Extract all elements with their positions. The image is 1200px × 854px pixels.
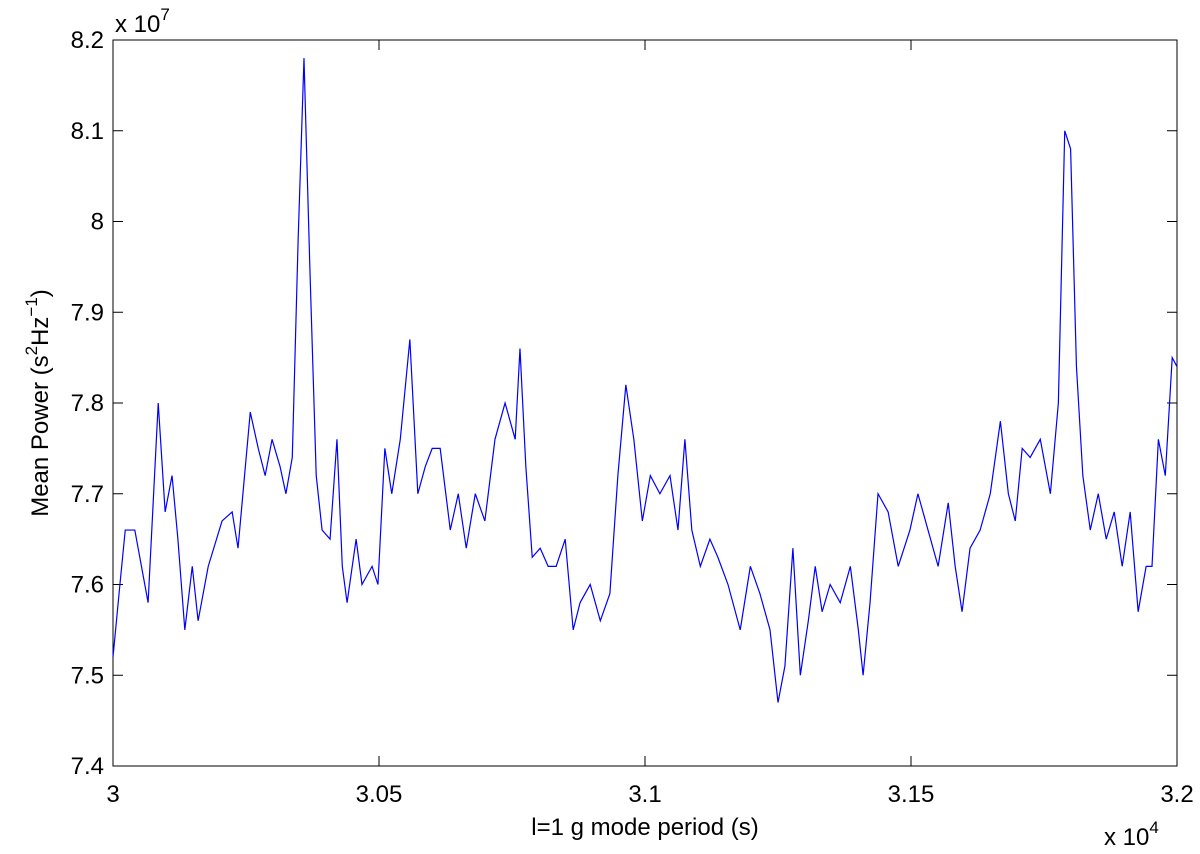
x-multiplier-base: x 10 <box>1104 824 1149 851</box>
y-axis-label-part: Mean Power (s <box>27 355 54 516</box>
y-tick-label: 8 <box>91 209 104 236</box>
x-tick-label: 3.1 <box>628 781 661 808</box>
y-multiplier-base: x 10 <box>115 11 160 38</box>
y-multiplier-exponent: 7 <box>160 5 169 24</box>
y-axis-label-part: 2 <box>22 346 41 355</box>
y-tick-label: 8.2 <box>71 27 104 54</box>
x-tick-label: 3.2 <box>1160 781 1193 808</box>
x-multiplier-exponent: 4 <box>1149 818 1158 837</box>
y-tick-label: 7.9 <box>71 299 104 326</box>
y-tick-label: 7.4 <box>71 753 104 780</box>
data-line <box>112 58 1178 703</box>
y-axis-label: Mean Power (s2Hz−1) <box>22 289 54 517</box>
x-axis-label: l=1 g mode period (s) <box>531 814 758 841</box>
x-tick-label: 3.15 <box>888 781 935 808</box>
y-tick-label: 7.5 <box>71 662 104 689</box>
x-tick-label: 3 <box>106 781 119 808</box>
x-tick-label: 3.05 <box>356 781 403 808</box>
x-multiplier: x 104 <box>1104 818 1159 851</box>
y-axis-label-part: Hz <box>27 317 54 346</box>
y-tick-label: 8.1 <box>71 118 104 145</box>
y-multiplier: x 107 <box>115 5 170 38</box>
y-tick-label: 7.7 <box>71 481 104 508</box>
y-tick-label: 7.8 <box>71 390 104 417</box>
y-tick-label: 7.6 <box>71 572 104 599</box>
y-axis-label-part: ) <box>27 289 54 297</box>
y-axis-label-part: −1 <box>22 297 41 316</box>
